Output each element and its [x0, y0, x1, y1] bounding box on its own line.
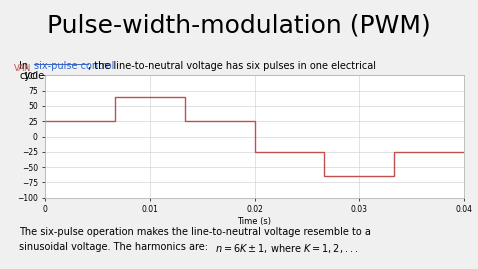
- X-axis label: Time (s): Time (s): [238, 217, 272, 226]
- Text: sinusoidal voltage. The harmonics are:: sinusoidal voltage. The harmonics are:: [19, 242, 211, 252]
- Text: In: In: [19, 61, 32, 70]
- Text: $n = 6K \pm 1$, where $K = 1,2,...$: $n = 6K \pm 1$, where $K = 1,2,...$: [215, 242, 358, 255]
- Text: cycle.: cycle.: [19, 71, 47, 81]
- Text: Pulse-width-modulation (PWM): Pulse-width-modulation (PWM): [47, 13, 431, 37]
- Text: six-pulse control: six-pulse control: [34, 61, 115, 70]
- Text: , the line-to-neutral voltage has six pulses in one electrical: , the line-to-neutral voltage has six pu…: [88, 61, 376, 70]
- Text: The six-pulse operation makes the line-to-neutral voltage resemble to a: The six-pulse operation makes the line-t…: [19, 227, 371, 237]
- Y-axis label: VAN: VAN: [14, 64, 31, 73]
